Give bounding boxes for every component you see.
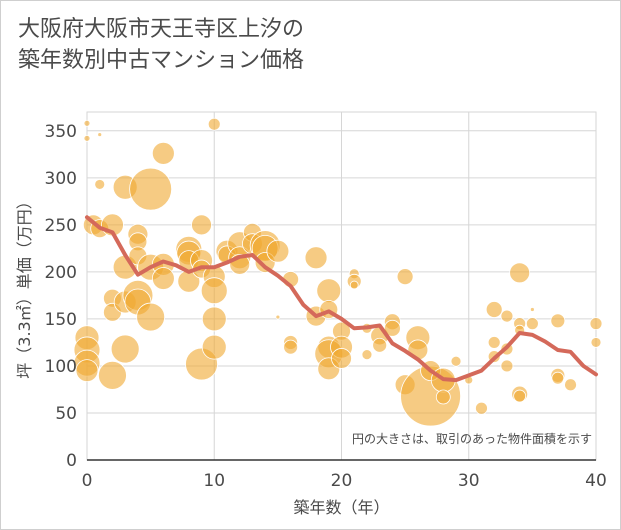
data-bubble — [500, 359, 514, 373]
data-bubble — [513, 389, 527, 403]
data-bubble — [275, 314, 281, 320]
data-bubble — [129, 167, 173, 211]
data-bubble — [383, 319, 401, 337]
data-bubble — [500, 309, 514, 323]
chart-title: 大阪府大阪市天王寺区上汐の 築年数別中古マンション価格 — [18, 17, 305, 73]
data-bubble — [361, 349, 373, 361]
x-axis-title: 築年数（年） — [293, 498, 389, 517]
data-bubble — [396, 268, 414, 285]
x-tick-label: 10 — [203, 471, 225, 491]
size-annotation: 円の大きさは、取引のあった物件面積を示す — [352, 431, 592, 446]
data-bubble — [529, 307, 535, 312]
data-bubble — [98, 360, 127, 390]
data-bubble — [94, 179, 106, 190]
data-bubble — [200, 277, 228, 305]
data-bubble — [550, 313, 566, 329]
x-tick-label: 30 — [458, 471, 480, 491]
data-bubble — [487, 336, 501, 349]
data-bubble — [83, 119, 91, 127]
data-bubble — [372, 337, 388, 353]
data-bubble — [450, 355, 462, 367]
data-bubble — [589, 317, 603, 331]
data-bubble — [110, 334, 140, 364]
trend-line-group — [85, 215, 598, 383]
x-tick-label: 0 — [82, 471, 93, 491]
data-bubble — [509, 262, 531, 284]
data-bubble — [475, 401, 488, 415]
data-bubble — [191, 214, 212, 236]
y-tick-label: 350 — [45, 122, 77, 142]
data-bubble — [525, 317, 539, 331]
data-bubble — [304, 246, 328, 270]
y-tick-label: 0 — [66, 451, 77, 471]
data-bubble — [97, 132, 103, 137]
data-bubble — [151, 267, 175, 290]
data-bubble — [485, 301, 503, 318]
data-bubble — [266, 239, 290, 263]
y-tick-label: 100 — [45, 357, 77, 377]
y-tick-label: 50 — [55, 404, 77, 424]
bubble-series — [73, 117, 603, 427]
data-bubble — [283, 339, 299, 355]
data-bubble — [349, 280, 359, 290]
y-tick-label: 200 — [45, 263, 77, 283]
data-bubble — [564, 378, 577, 392]
x-tick-label: 40 — [585, 471, 607, 491]
x-tick-label: 20 — [331, 471, 353, 491]
y-tick-label: 250 — [45, 216, 77, 236]
y-tick-label: 300 — [45, 169, 77, 189]
data-bubble — [316, 278, 342, 304]
data-bubble — [75, 359, 99, 383]
axes: 0 50 100 150 200 250 300 350 0 10 20 30 40 — [45, 122, 607, 491]
data-bubble — [201, 334, 227, 360]
data-bubble — [590, 337, 602, 348]
trend-line — [85, 215, 598, 383]
y-tick-label: 150 — [45, 310, 77, 330]
data-bubble — [435, 389, 451, 405]
data-bubble — [331, 348, 352, 369]
data-bubble — [83, 134, 91, 142]
data-bubble — [136, 302, 166, 332]
data-bubble — [151, 141, 175, 165]
data-bubble — [207, 117, 221, 131]
y-axis-title: 坪（3.3㎡）単価（万円） — [15, 193, 34, 378]
data-bubble — [551, 371, 565, 385]
data-bubble — [201, 306, 227, 332]
